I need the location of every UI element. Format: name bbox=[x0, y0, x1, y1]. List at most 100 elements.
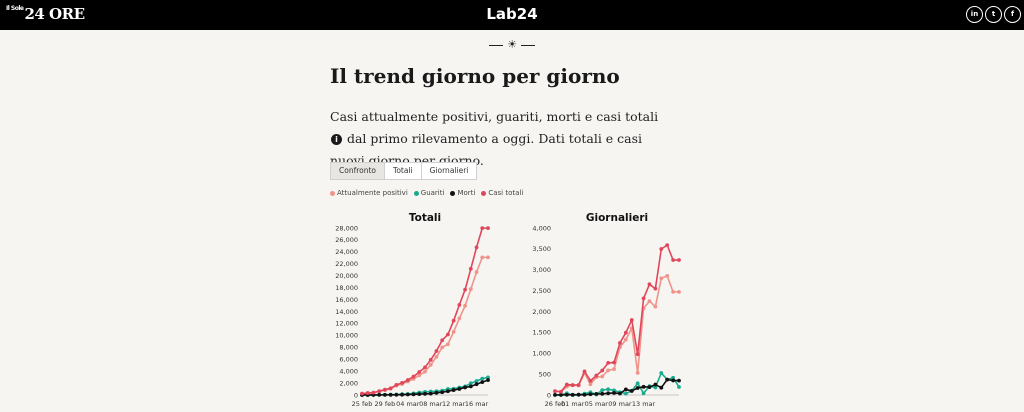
y-tick-label: 0 bbox=[547, 391, 551, 399]
divider-line-left bbox=[489, 44, 504, 46]
tab-confronto[interactable]: Confronto bbox=[331, 163, 386, 179]
y-tick-label: 10,000 bbox=[335, 332, 358, 340]
data-point-casi-totali bbox=[451, 318, 456, 323]
data-point-casi-totali bbox=[588, 378, 593, 383]
tab-giornalieri[interactable]: Giornalieri bbox=[429, 166, 469, 175]
y-tick-label: 3,000 bbox=[532, 266, 551, 274]
legend-item-morti[interactable]: Morti bbox=[450, 189, 475, 197]
lab24-logo[interactable]: Lab24 bbox=[486, 5, 538, 23]
data-point-casi-totali bbox=[677, 258, 681, 262]
data-point-morti bbox=[576, 392, 581, 397]
y-tick-label: 16,000 bbox=[335, 296, 358, 304]
chart-legend: Attualmente positivi Guariti Morti Casi … bbox=[330, 189, 523, 197]
data-point-morti bbox=[618, 391, 622, 396]
y-tick-label: 26,000 bbox=[335, 236, 358, 244]
y-tick-label: 20,000 bbox=[335, 272, 358, 280]
data-point-casi-totali bbox=[629, 318, 634, 322]
data-point-morti bbox=[394, 392, 399, 397]
data-point-morti bbox=[486, 378, 490, 382]
data-point-morti bbox=[417, 392, 422, 397]
data-point-casi-totali bbox=[463, 287, 467, 292]
legend-item-attualmente-positivi[interactable]: Attualmente positivi bbox=[330, 189, 408, 197]
data-point-guariti bbox=[653, 385, 658, 390]
data-point-casi-totali bbox=[474, 245, 479, 250]
data-point-morti bbox=[451, 388, 456, 392]
data-point-attualmente-positivi bbox=[647, 299, 652, 304]
x-tick-label: 09 mar bbox=[608, 400, 632, 408]
brand-small-text: Il Sole bbox=[6, 5, 24, 12]
data-point-casi-totali bbox=[371, 390, 376, 395]
section-divider: ☀ bbox=[0, 38, 1024, 51]
data-point-morti bbox=[388, 392, 393, 397]
twitter-icon[interactable]: t bbox=[985, 6, 1002, 23]
data-point-attualmente-positivi bbox=[606, 368, 611, 373]
data-point-attualmente-positivi bbox=[423, 369, 427, 374]
x-tick-label: 08 mar bbox=[419, 400, 443, 408]
data-point-guariti bbox=[641, 391, 646, 396]
x-tick-label: 01 mar bbox=[561, 400, 585, 408]
data-point-attualmente-positivi bbox=[588, 382, 593, 387]
data-point-attualmente-positivi bbox=[434, 355, 439, 359]
info-icon[interactable]: i bbox=[331, 134, 342, 145]
y-tick-label: 24,000 bbox=[335, 248, 358, 256]
data-point-morti bbox=[635, 386, 640, 390]
data-point-casi-totali bbox=[423, 365, 427, 370]
legend-label: Casi totali bbox=[488, 189, 524, 197]
data-point-attualmente-positivi bbox=[417, 373, 422, 378]
data-point-morti bbox=[377, 392, 382, 397]
data-point-casi-totali bbox=[665, 243, 670, 248]
data-point-casi-totali bbox=[388, 386, 393, 391]
data-point-morti bbox=[480, 380, 485, 385]
chart-giornalieri: Giornalieri 0 500 1,000 1,500 2,000 2,500 3,000… bbox=[532, 212, 681, 408]
data-point-guariti bbox=[623, 391, 628, 396]
data-point-casi-totali bbox=[641, 296, 646, 301]
data-point-casi-totali bbox=[553, 389, 557, 394]
legend-dot bbox=[330, 190, 335, 196]
facebook-icon[interactable]: f bbox=[1004, 6, 1021, 23]
data-point-morti bbox=[665, 377, 670, 382]
y-tick-label: 28,000 bbox=[335, 224, 358, 232]
data-point-casi-totali bbox=[559, 389, 563, 394]
data-point-morti bbox=[468, 384, 473, 389]
tab-totali[interactable]: Totali bbox=[385, 163, 422, 179]
x-tick-label: 05 mar bbox=[585, 400, 609, 408]
data-point-casi-totali bbox=[564, 382, 569, 387]
data-point-casi-totali bbox=[365, 391, 370, 395]
description: Casi attualmente positivi, guariti, mort… bbox=[330, 106, 670, 172]
data-point-attualmente-positivi bbox=[659, 276, 664, 281]
data-point-casi-totali bbox=[394, 382, 399, 387]
data-point-casi-totali bbox=[400, 380, 404, 385]
data-point-attualmente-positivi bbox=[486, 255, 490, 260]
data-point-casi-totali bbox=[623, 330, 628, 335]
page-title: Il trend giorno per giorno bbox=[330, 64, 620, 88]
data-point-casi-totali bbox=[383, 387, 387, 392]
data-point-morti bbox=[405, 392, 410, 397]
data-point-casi-totali bbox=[446, 332, 450, 337]
legend-item-guariti[interactable]: Guariti bbox=[413, 189, 445, 197]
data-point-morti bbox=[594, 391, 599, 396]
sole24ore-logo[interactable]: Il Sole24 ORE bbox=[6, 5, 85, 23]
data-point-morti bbox=[434, 390, 439, 395]
data-point-attualmente-positivi bbox=[623, 337, 628, 342]
data-point-attualmente-positivi bbox=[451, 329, 456, 334]
x-tick-label: 25 feb bbox=[352, 400, 373, 408]
data-point-casi-totali bbox=[600, 368, 605, 373]
legend-item-casi-totali[interactable]: Casi totali bbox=[481, 189, 523, 197]
data-point-casi-totali bbox=[618, 341, 622, 345]
linkedin-icon[interactable]: in bbox=[966, 6, 983, 23]
legend-dot bbox=[481, 190, 487, 196]
data-point-attualmente-positivi bbox=[440, 345, 445, 350]
data-point-morti bbox=[446, 389, 450, 394]
data-point-guariti bbox=[600, 388, 605, 393]
chart-title: Totali bbox=[409, 212, 441, 224]
x-tick-label: 12 mar bbox=[442, 400, 466, 408]
data-point-casi-totali bbox=[635, 352, 640, 357]
data-point-morti bbox=[411, 392, 416, 397]
data-point-morti bbox=[659, 385, 664, 390]
data-point-morti bbox=[428, 391, 433, 396]
data-point-morti bbox=[582, 392, 587, 397]
data-point-morti bbox=[400, 392, 404, 397]
legend-label: Guariti bbox=[420, 189, 445, 197]
sun-icon: ☀ bbox=[507, 38, 517, 51]
legend-label: Morti bbox=[457, 189, 476, 197]
